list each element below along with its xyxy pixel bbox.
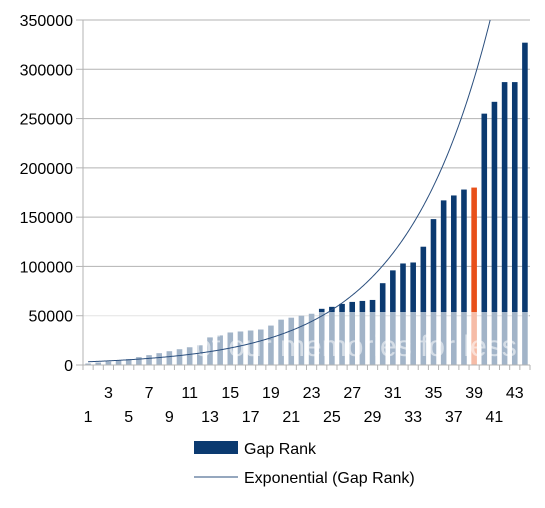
bar bbox=[430, 219, 437, 365]
watermark-band bbox=[83, 312, 529, 365]
y-tick-label: 50000 bbox=[29, 309, 74, 326]
watermark-overlay: of our memories for less bbox=[83, 312, 529, 365]
bar bbox=[511, 82, 518, 365]
x-tick-label: 27 bbox=[343, 385, 361, 402]
bar bbox=[440, 200, 447, 365]
bar bbox=[501, 82, 508, 365]
x-tick-label: 39 bbox=[465, 385, 483, 402]
bar bbox=[461, 189, 467, 365]
x-tick-label: 11 bbox=[181, 385, 198, 402]
x-tick-label: 17 bbox=[242, 409, 260, 426]
x-tick-label: 25 bbox=[323, 409, 341, 426]
x-tick-label: 43 bbox=[506, 385, 524, 402]
x-tick-label: 23 bbox=[303, 385, 321, 402]
y-tick-label: 100000 bbox=[20, 259, 73, 276]
x-tick-label: 33 bbox=[404, 409, 422, 426]
bar bbox=[451, 195, 457, 365]
legend-label-gap-rank: Gap Rank bbox=[244, 441, 317, 458]
x-tick-label: 3 bbox=[104, 385, 113, 402]
x-tick-label: 21 bbox=[282, 409, 300, 426]
x-tick-label: 37 bbox=[445, 409, 463, 426]
x-tick-label: 9 bbox=[165, 409, 174, 426]
x-tick-label: 1 bbox=[84, 409, 93, 426]
x-tick-label: 13 bbox=[201, 409, 219, 426]
y-axis-ticks: 0 50000 100000 150000 200000 250000 300000 3500… bbox=[20, 13, 83, 375]
legend-label-exponential: Exponential (Gap Rank) bbox=[244, 470, 415, 487]
x-tick-label: 29 bbox=[364, 409, 382, 426]
x-tick-label: 31 bbox=[384, 385, 402, 402]
watermark-text: of our memories for less bbox=[195, 330, 517, 363]
x-tick-label: 5 bbox=[124, 409, 133, 426]
bar bbox=[522, 42, 528, 366]
exponential-trendline bbox=[88, 19, 491, 363]
x-tick-label: 15 bbox=[221, 385, 239, 402]
legend-swatch-gap-rank bbox=[194, 441, 238, 454]
legend: Gap Rank Exponential (Gap Rank) bbox=[194, 441, 415, 487]
x-tick-label: 7 bbox=[145, 385, 154, 402]
x-tick-label: 35 bbox=[425, 385, 443, 402]
bar bbox=[420, 246, 427, 365]
y-tick-label: 300000 bbox=[20, 62, 73, 79]
y-tick-label: 250000 bbox=[20, 112, 73, 129]
bar bbox=[481, 113, 488, 366]
bar-highlighted bbox=[471, 187, 477, 365]
y-tick-label: 350000 bbox=[20, 13, 73, 30]
y-tick-label: 0 bbox=[64, 358, 73, 375]
y-tick-label: 150000 bbox=[20, 210, 73, 227]
y-tick-label: 200000 bbox=[20, 161, 73, 178]
x-tick-label: 41 bbox=[486, 409, 504, 426]
x-tick-label: 19 bbox=[262, 385, 280, 402]
bar bbox=[491, 101, 498, 366]
